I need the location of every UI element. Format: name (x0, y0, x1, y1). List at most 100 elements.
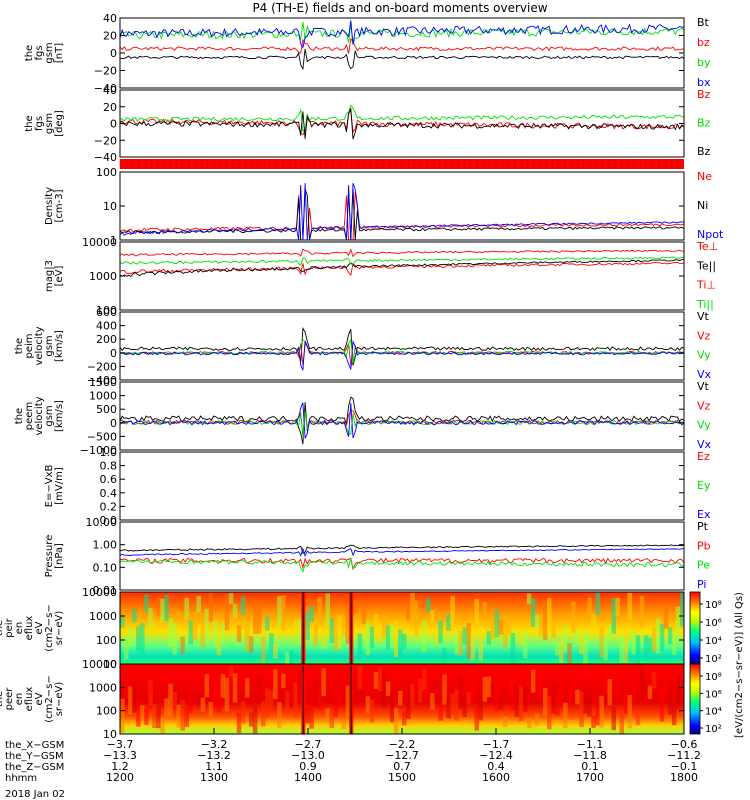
spectrogram-cell (317, 597, 322, 626)
legend-label: Bz (697, 145, 711, 158)
spectrogram-cell (510, 676, 516, 711)
spectrogram-cell (603, 638, 608, 660)
spectrogram-cell (188, 695, 193, 713)
spectrogram-cell (232, 673, 238, 703)
y-tick-label: 1500 (89, 376, 117, 389)
spectrogram-cell (651, 672, 657, 689)
spectrogram-cell (160, 717, 165, 734)
x-tick-label: −12.4 (479, 749, 513, 762)
spectrogram-cell (373, 614, 379, 642)
spectrogram-cell (128, 686, 133, 715)
spectrogram-cell (446, 614, 451, 631)
legend-label: Vz (697, 329, 711, 342)
spectrogram-cell (659, 623, 665, 652)
spectrogram-cell (140, 705, 145, 719)
y-tick-label: 0 (110, 118, 117, 131)
panel-peer_spectrogram: 10000 1000 100 10 thepeerenefluxeV(cm2−s−sr−… (0, 658, 685, 741)
spectrogram-cell (132, 681, 137, 713)
y-tick-label: 1.00 (93, 539, 118, 552)
series-line-Vx (119, 339, 685, 371)
y-axis-label-line: the (14, 338, 25, 354)
legend-label: Vz (697, 399, 711, 412)
y-axis-label-line: eV (34, 692, 45, 705)
spectrogram-cell (631, 629, 637, 655)
spectrogram-cell (571, 668, 576, 698)
spectrogram-cell (526, 593, 532, 605)
y-axis-label-line: sr−eV) (54, 682, 65, 717)
panel-peir_spectrogram: 10000 1000 100 10 thepeirenefluxeV(cm2−s−sr−… (0, 586, 685, 671)
spectrogram-cell (244, 678, 250, 698)
spectrogram-cell (498, 619, 504, 635)
spectrogram-cell (289, 696, 294, 708)
spectrogram-cell (502, 614, 508, 649)
legend-label: Vx (697, 438, 712, 451)
x-tick-label: −12.7 (385, 749, 419, 762)
spectrogram-cell (454, 631, 459, 655)
legend-label: Pe (697, 559, 710, 572)
legend-label: by (697, 56, 711, 69)
spectrogram-cell (156, 596, 161, 616)
spectrogram-cell (639, 664, 645, 691)
spectrogram-cell (422, 668, 427, 690)
y-axis-label-line: [nPa] (54, 543, 65, 569)
spectrogram-cell (321, 668, 326, 697)
spectrogram-cell (248, 636, 254, 653)
y-tick-label: −40 (94, 151, 117, 164)
spectrogram-cell (418, 678, 423, 703)
spectrogram-cell (591, 613, 596, 638)
y-tick-label: 100 (96, 166, 117, 179)
spectrogram-cell (341, 718, 347, 729)
spectrogram-cell (414, 664, 419, 688)
x-tick-label: 1200 (106, 771, 134, 784)
y-axis-label-line: velocity (34, 326, 45, 365)
x-tick-label: −13.3 (103, 749, 137, 762)
spectrogram-cell (216, 635, 222, 656)
y-tick-label: 0.4 (100, 487, 118, 500)
spectrogram-cell (470, 671, 475, 705)
spectrogram-cell (204, 608, 210, 642)
y-axis-label-line: the (0, 691, 5, 707)
series-line-Bz (119, 104, 685, 133)
spectrogram-cell (305, 708, 310, 724)
y-tick-label: −1000 (80, 444, 117, 457)
y-axis-label-line: E=−VxB (44, 465, 55, 508)
spectrogram-cell (575, 630, 580, 646)
spectrogram-cell (265, 688, 270, 718)
y-axis-label-line: fgs (34, 116, 45, 131)
legend-label: Ti|| (696, 298, 714, 311)
spectrogram-cell (265, 616, 270, 631)
spectrogram-cell (563, 702, 568, 729)
series-line-Pb (119, 557, 685, 571)
spectrogram-cell (627, 592, 633, 620)
spectrogram-cell (534, 614, 540, 629)
legend-label: Ex (697, 508, 711, 521)
x-tick-label: 0.9 (299, 760, 317, 773)
series-line-Te|| (119, 259, 685, 277)
spectrogram-cell (426, 673, 431, 690)
y-tick-label: 10000 (82, 586, 117, 599)
spectrogram-cell (220, 622, 226, 644)
spectrogram-cell (410, 683, 415, 708)
y-tick-label: 1000 (89, 610, 117, 623)
x-tick-label: −13.0 (291, 749, 325, 762)
spectrogram-cell (212, 683, 218, 708)
y-axis-label-line: the (14, 408, 25, 424)
y-tick-label: −400 (87, 374, 117, 387)
series-line-Bt (119, 48, 685, 71)
spectrogram-cell (365, 696, 371, 713)
legend-label: Vy (697, 349, 711, 362)
spectrogram-cell (152, 704, 157, 728)
spectrogram-cell (208, 701, 214, 717)
spectrogram-cell (124, 677, 129, 699)
spectrogram-cell (599, 695, 604, 728)
spectrogram-cell (281, 595, 286, 631)
x-tick-label: −11.2 (667, 749, 701, 762)
spectrogram-cell (136, 698, 141, 727)
spectrogram-cell (547, 695, 552, 730)
y-tick-label: 10 (103, 658, 117, 671)
y-axis-label: thefgsgsm[deg] (24, 110, 65, 137)
series-line-Vt (119, 396, 685, 445)
y-axis-label-line: peem (24, 402, 35, 430)
spectrogram-cell (373, 672, 379, 689)
